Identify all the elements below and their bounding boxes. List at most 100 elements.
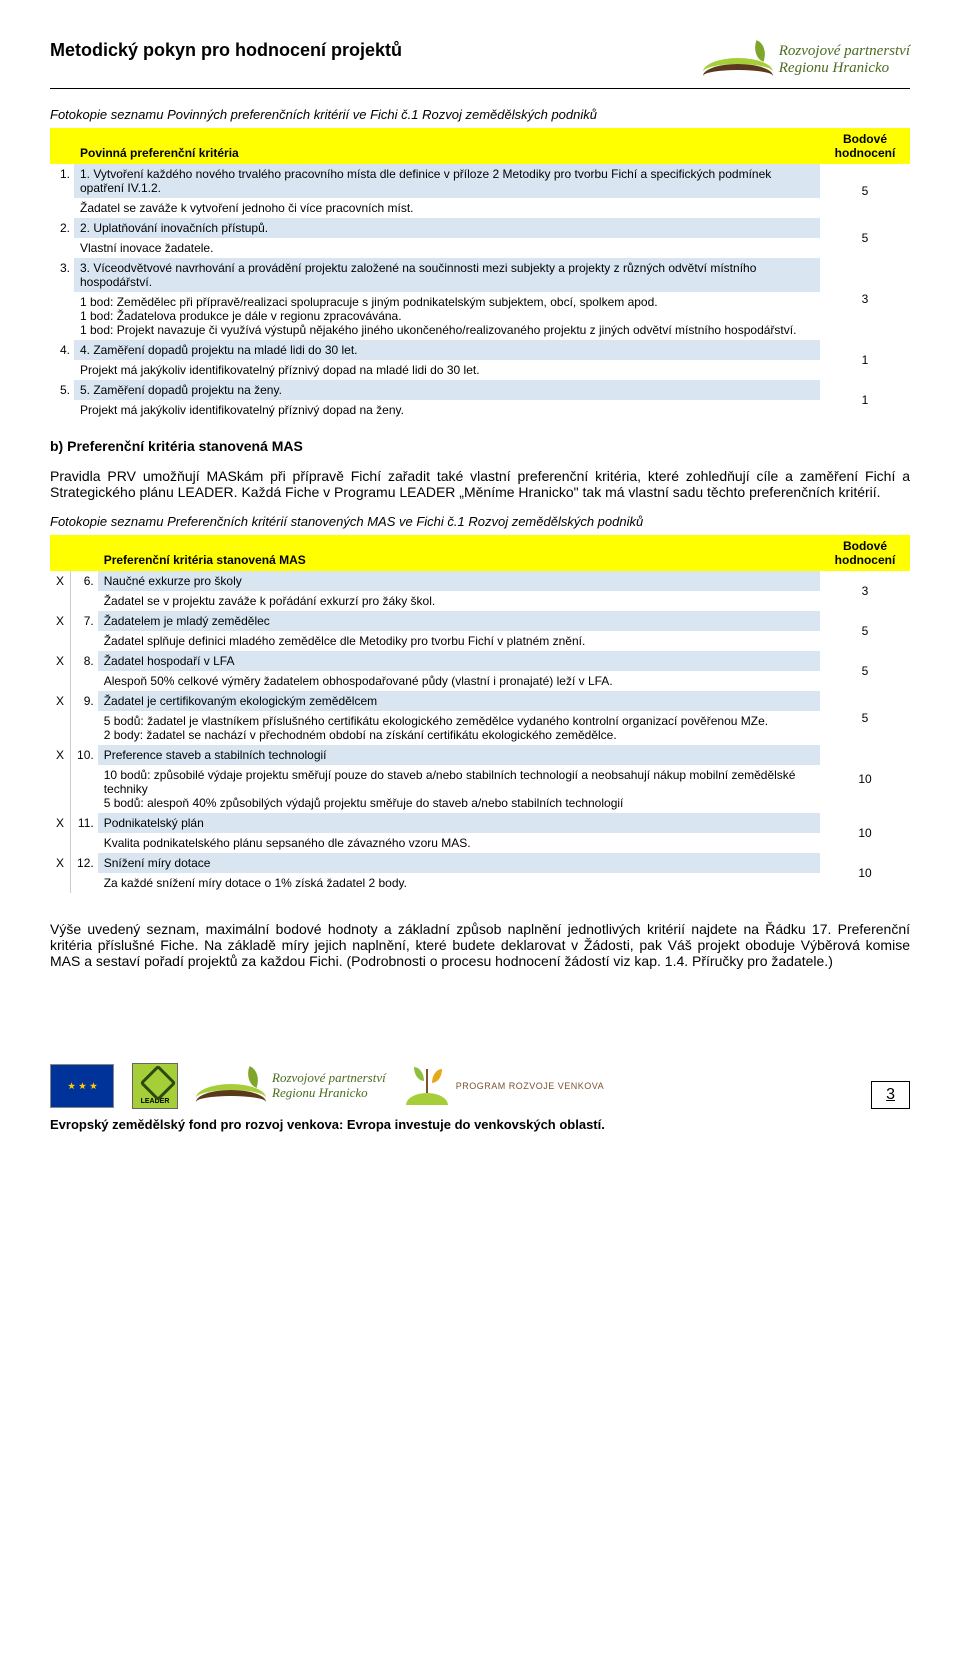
program-venkov-logo: PROGRAM ROZVOJE VENKOVA xyxy=(404,1063,604,1109)
row-desc-text: Žadatel splňuje definici mladého zeměděl… xyxy=(98,631,820,651)
criteria-row-desc: Žadatel se zaváže k vytvoření jednoho či… xyxy=(50,198,910,218)
row-desc-text: Projekt má jakýkoliv identifikovatelný p… xyxy=(74,360,820,380)
row-score: 5 xyxy=(820,651,910,691)
criteria-row-title: 4.4. Zaměření dopadů projektu na mladé l… xyxy=(50,340,910,360)
footer-statement: Evropský zemědělský fond pro rozvoj venk… xyxy=(50,1117,910,1132)
mas-row-title: X8.Žadatel hospodaří v LFA5 xyxy=(50,651,910,671)
criteria-row-desc: Vlastní inovace žadatele. xyxy=(50,238,910,258)
footer-logos: ⋆⋆⋆ LEADER Rozvojové partnerství Regionu… xyxy=(50,1063,604,1109)
row-title-text: Snížení míry dotace xyxy=(98,853,820,873)
row-desc-text: 10 bodů: způsobilé výdaje projektu směřu… xyxy=(98,765,820,813)
row-score: 3 xyxy=(820,258,910,340)
row-desc-text: Za každé snížení míry dotace o 1% získá … xyxy=(98,873,820,893)
logo-text: Rozvojové partnerství Regionu Hranicko xyxy=(779,43,910,78)
section-b-heading: b) Preferenční kritéria stanovená MAS xyxy=(50,438,910,454)
row-score: 10 xyxy=(820,853,910,893)
row-num: 7. xyxy=(71,611,98,651)
criteria-row-desc: 1 bod: Zemědělec při přípravě/realizaci … xyxy=(50,292,910,340)
mas-row-desc: 10 bodů: způsobilé výdaje projektu směřu… xyxy=(50,765,910,813)
row-title-text: Podnikatelský plán xyxy=(98,813,820,833)
mas-row-desc: Žadatel splňuje definici mladého zeměděl… xyxy=(50,631,910,651)
row-title-text: 2. Uplatňování inovačních přístupů. xyxy=(74,218,820,238)
col-num xyxy=(71,535,98,571)
row-num: 10. xyxy=(71,745,98,813)
criteria-row-title: 3.3. Víceodvětvové navrhování a prováděn… xyxy=(50,258,910,292)
page-footer: ⋆⋆⋆ LEADER Rozvojové partnerství Regionu… xyxy=(0,1063,960,1162)
row-num: 11. xyxy=(71,813,98,853)
col-criteria: Preferenční kritéria stanovená MAS xyxy=(98,535,820,571)
row-title-text: Žadatel je certifikovaným ekologickým ze… xyxy=(98,691,820,711)
row-num: 4. xyxy=(50,340,74,380)
col-criteria: Povinná preferenční kritéria xyxy=(74,128,820,164)
row-title-text: Naučné exkurze pro školy xyxy=(98,571,820,591)
row-num: 12. xyxy=(71,853,98,893)
section-b-para: Pravidla PRV umožňují MASkám při příprav… xyxy=(50,468,910,500)
tree-icon xyxy=(404,1063,450,1109)
mas-row-desc: Kvalita podnikatelského plánu sepsaného … xyxy=(50,833,910,853)
row-title-text: Žadatelem je mladý zemědělec xyxy=(98,611,820,631)
row-x: X xyxy=(50,813,71,853)
mas-row-title: X7.Žadatelem je mladý zemědělec5 xyxy=(50,611,910,631)
criteria-row-title: 2.2. Uplatňování inovačních přístupů.5 xyxy=(50,218,910,238)
row-desc-text: 5 bodů: žadatel je vlastníkem příslušnéh… xyxy=(98,711,820,745)
doc-title: Metodický pokyn pro hodnocení projektů xyxy=(50,40,402,61)
row-x: X xyxy=(50,611,71,651)
row-title-text: 4. Zaměření dopadů projektu na mladé lid… xyxy=(74,340,820,360)
criteria-row-desc: Projekt má jakýkoliv identifikovatelný p… xyxy=(50,360,910,380)
row-score: 5 xyxy=(820,611,910,651)
criteria-row-title: 1.1. Vytvoření každého nového trvalého p… xyxy=(50,164,910,198)
row-x: X xyxy=(50,691,71,745)
criteria-row-desc: Projekt má jakýkoliv identifikovatelný p… xyxy=(50,400,910,420)
caption-table1: Fotokopie seznamu Povinných preferenčníc… xyxy=(50,107,910,122)
mas-row-title: X6.Naučné exkurze pro školy3 xyxy=(50,571,910,591)
row-num: 1. xyxy=(50,164,74,218)
row-desc-text: Vlastní inovace žadatele. xyxy=(74,238,820,258)
row-score: 5 xyxy=(820,218,910,258)
col-x xyxy=(50,535,71,571)
row-num: 6. xyxy=(71,571,98,611)
mas-row-desc: Za každé snížení míry dotace o 1% získá … xyxy=(50,873,910,893)
col-score: Bodové hodnocení xyxy=(820,128,910,164)
row-score: 1 xyxy=(820,340,910,380)
leader-badge-icon: LEADER xyxy=(132,1063,178,1109)
criteria-row-title: 5.5. Zaměření dopadů projektu na ženy.1 xyxy=(50,380,910,400)
row-desc-text: Projekt má jakýkoliv identifikovatelný p… xyxy=(74,400,820,420)
row-x: X xyxy=(50,651,71,691)
logo-line1: Rozvojové partnerství xyxy=(779,43,910,60)
row-score: 5 xyxy=(820,691,910,745)
mas-row-desc: Alespoň 50% celkové výměry žadatelem obh… xyxy=(50,671,910,691)
row-score: 1 xyxy=(820,380,910,420)
row-num: 9. xyxy=(71,691,98,745)
row-title-text: 1. Vytvoření každého nového trvalého pra… xyxy=(74,164,820,198)
logo-swoosh-icon xyxy=(703,40,773,80)
mas-row-title: X9.Žadatel je certifikovaným ekologickým… xyxy=(50,691,910,711)
mas-row-desc: Žadatel se v projektu zaváže k pořádání … xyxy=(50,591,910,611)
mas-row-title: X10.Preference staveb a stabilních techn… xyxy=(50,745,910,765)
row-title-text: Preference staveb a stabilních technolog… xyxy=(98,745,820,765)
row-score: 10 xyxy=(820,745,910,813)
col-score: Bodové hodnocení xyxy=(820,535,910,571)
eu-flag-icon: ⋆⋆⋆ xyxy=(50,1064,114,1108)
footer-partner-logo: Rozvojové partnerství Regionu Hranicko xyxy=(196,1066,386,1106)
row-x: X xyxy=(50,853,71,893)
row-title-text: 3. Víceodvětvové navrhování a provádění … xyxy=(74,258,820,292)
row-score: 5 xyxy=(820,164,910,218)
mas-row-desc: 5 bodů: žadatel je vlastníkem příslušnéh… xyxy=(50,711,910,745)
row-desc-text: Žadatel se v projektu zaváže k pořádání … xyxy=(98,591,820,611)
row-num: 3. xyxy=(50,258,74,340)
mas-row-title: X11.Podnikatelský plán10 xyxy=(50,813,910,833)
program-text: PROGRAM ROZVOJE VENKOVA xyxy=(456,1081,604,1091)
closing-paragraph: Výše uvedený seznam, maximální bodové ho… xyxy=(50,921,910,969)
row-desc-text: 1 bod: Zemědělec při přípravě/realizaci … xyxy=(74,292,820,340)
footer-logo-text: Rozvojové partnerství Regionu Hranicko xyxy=(272,1071,386,1101)
col-num xyxy=(50,128,74,164)
row-num: 2. xyxy=(50,218,74,258)
row-desc-text: Žadatel se zaváže k vytvoření jednoho či… xyxy=(74,198,820,218)
logo-line2: Regionu Hranicko xyxy=(779,60,910,77)
row-x: X xyxy=(50,571,71,611)
row-x: X xyxy=(50,745,71,813)
row-score: 10 xyxy=(820,813,910,853)
mas-row-title: X12.Snížení míry dotace10 xyxy=(50,853,910,873)
mas-criteria-table: Preferenční kritéria stanovená MAS Bodov… xyxy=(50,535,910,893)
caption-table2: Fotokopie seznamu Preferenčních kritérií… xyxy=(50,514,910,529)
